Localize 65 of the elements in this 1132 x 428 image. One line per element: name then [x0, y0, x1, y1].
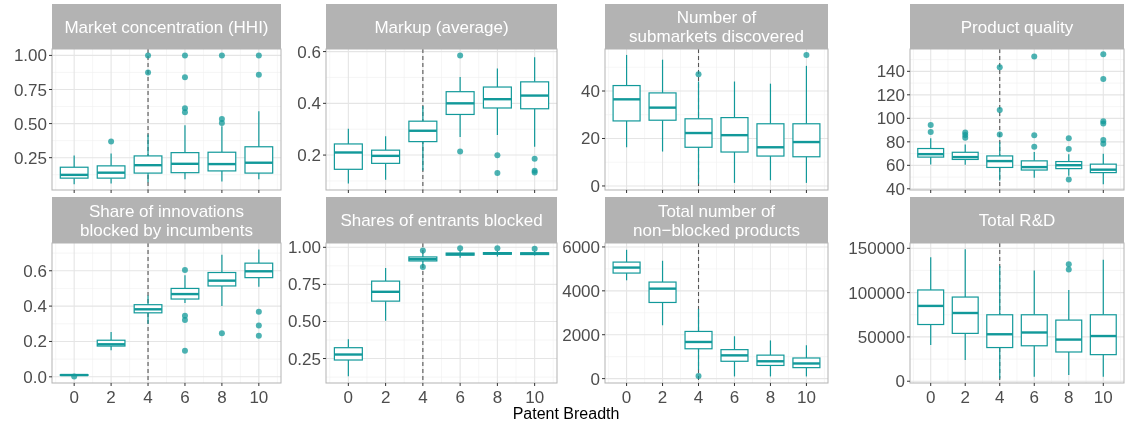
x-tick-label: 8 [1064, 388, 1074, 407]
y-tick-label: 140 [876, 62, 905, 82]
x-tick-label: 10 [525, 388, 545, 407]
chart-title: Product quality [960, 17, 1074, 37]
y-tick-label: 40 [581, 82, 600, 102]
x-tick-label: 2 [960, 388, 970, 407]
y-tick-label: 4000 [562, 281, 600, 301]
y-tick-label: 0.50 [287, 312, 321, 332]
y-tick-label: 2000 [562, 325, 600, 345]
x-tick-label: 2 [106, 388, 116, 407]
x-tick-label: 0 [621, 388, 632, 407]
y-tick-label: 1.00 [13, 46, 47, 66]
x-tick-label: 8 [492, 388, 503, 407]
x-tick-label: 10 [796, 388, 816, 407]
x-tick-label: 6 [180, 388, 190, 407]
y-tick-label: 0.0 [23, 367, 47, 387]
x-tick-label: 2 [380, 388, 391, 407]
chart-title: Share of innovations blocked by incumbents [80, 201, 253, 240]
y-tick-label: 20 [581, 129, 600, 149]
y-tick-label: 0.6 [23, 261, 47, 281]
x-tick-label: 2 [657, 388, 668, 407]
x-tick-label: 8 [765, 388, 776, 407]
x-tick-label: 6 [729, 388, 740, 407]
x-tick-label: 6 [1029, 388, 1039, 407]
y-tick-label: 0.2 [297, 146, 321, 166]
x-tick-label: 4 [143, 388, 153, 407]
y-tick-label: 0.25 [287, 349, 321, 369]
y-tick-label: 0.2 [23, 332, 47, 352]
y-tick-label: 100000 [848, 283, 905, 303]
x-tick-label: 8 [217, 388, 227, 407]
x-tick-label: 0 [925, 388, 936, 407]
y-tick-label: 0.50 [13, 114, 47, 134]
x-tick-label: 0 [343, 388, 354, 407]
x-tick-label: 10 [249, 388, 269, 407]
y-tick-label: 0.75 [13, 80, 47, 100]
x-tick-label: 10 [1093, 388, 1113, 407]
chart-title: Number of submarkets discovered [629, 8, 804, 46]
x-tick-label: 4 [995, 388, 1005, 407]
chart-title: Market concentration (HHI) [64, 17, 269, 37]
x-tick-label: 4 [418, 388, 428, 407]
y-tick-label: 0.75 [287, 275, 321, 295]
y-tick-label: 0.6 [297, 42, 321, 62]
chart-title: Shares of entrants blocked [340, 211, 543, 230]
chart-title: Markup (average) [374, 17, 509, 37]
y-tick-label: 150000 [848, 239, 905, 259]
y-tick-label: 60 [886, 156, 905, 176]
x-tick-label: 0 [69, 388, 79, 407]
y-tick-label: 120 [876, 85, 905, 105]
x-axis-title: Patent Breadth [512, 405, 620, 422]
y-tick-label: 0 [895, 372, 905, 392]
y-tick-label: 1.00 [287, 238, 321, 258]
x-tick-label: 6 [455, 388, 465, 407]
y-tick-label: 50000 [857, 327, 905, 347]
y-tick-label: 0.25 [13, 148, 47, 168]
chart-title: Total number of non−blocked products [633, 201, 800, 240]
y-tick-label: 40 [886, 179, 905, 199]
y-tick-label: 0 [590, 369, 600, 389]
chart-title: Total R&D [978, 211, 1056, 230]
y-tick-label: 100 [876, 109, 905, 129]
y-tick-label: 0.4 [297, 94, 321, 114]
y-tick-label: 6000 [562, 237, 600, 257]
y-tick-label: 0 [590, 176, 600, 196]
y-tick-label: 80 [886, 132, 905, 152]
y-tick-label: 0.4 [23, 297, 47, 317]
x-tick-label: 4 [693, 388, 704, 407]
